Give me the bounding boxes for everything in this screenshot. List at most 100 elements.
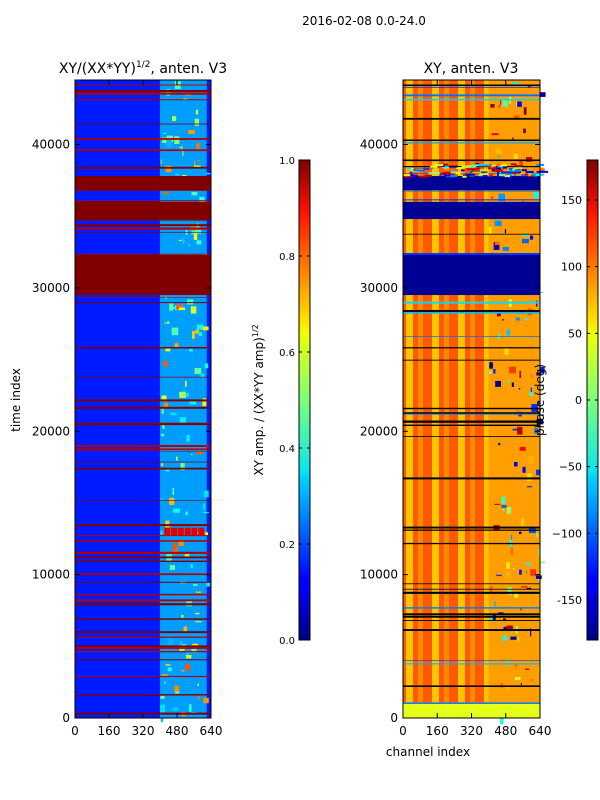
heatmap-row [75, 399, 211, 402]
heatmap-row [75, 448, 211, 451]
heatmap-cell [536, 170, 549, 173]
heatmap-row [403, 142, 540, 144]
heatmap-cell [494, 220, 502, 227]
heatmap-row [75, 467, 211, 470]
heatmap-cell [525, 668, 530, 670]
heatmap-row [75, 166, 211, 169]
x-tick-label: 0 [71, 724, 79, 738]
hot-spot [177, 527, 184, 536]
heatmap-cell [197, 683, 199, 686]
colorbar-tick-label: 1.0 [279, 156, 295, 167]
heatmap-row [75, 149, 211, 152]
phase-axes: 0 160 320 480 640 0 10000 20000 30000 40000 [360, 79, 551, 738]
heatmap-cell [185, 380, 187, 387]
amplitude-colorbar-label: XY amp. / (XX*YY amp)1/2 [251, 324, 266, 475]
heatmap-row [75, 573, 211, 576]
heatmap-row [75, 227, 211, 230]
heatmap-cell [503, 618, 506, 621]
heatmap-cell [165, 469, 170, 472]
heatmap-cell [510, 636, 517, 640]
colorbar-tick-label: 0.6 [279, 348, 295, 359]
heatmap-row [75, 297, 211, 298]
heatmap-cell [170, 412, 177, 416]
heatmap-row [403, 420, 540, 423]
heatmap-cell [182, 238, 185, 244]
x-tick-label: 480 [494, 724, 517, 738]
x-tick-label: 320 [132, 724, 155, 738]
heatmap-cell [530, 235, 534, 240]
heatmap-cell [490, 615, 495, 622]
heatmap-cell [506, 507, 512, 514]
heatmap-cell [527, 174, 532, 177]
colorbar-tick-label: 0.0 [279, 636, 295, 647]
heatmap-cell [439, 165, 445, 168]
heatmap-row [403, 336, 540, 337]
heatmap-row [403, 87, 540, 88]
heatmap-cell [505, 685, 510, 691]
heatmap-cell [178, 239, 182, 242]
heatmap-cell [189, 243, 191, 247]
heatmap-row [75, 694, 211, 696]
heatmap-row [403, 583, 540, 585]
heatmap-cell [428, 172, 440, 175]
heatmap-row [403, 99, 540, 101]
amplitude-colorbar-ticks: 0.0 0.2 0.4 0.6 0.8 1.0 [279, 156, 310, 647]
heatmap-row [403, 310, 540, 312]
heatmap-cell [488, 174, 494, 177]
heatmap-cell [476, 170, 488, 173]
heatmap-cell [512, 172, 516, 175]
x-tick-label: 320 [460, 724, 483, 738]
amplitude-ylabel: time index [9, 368, 23, 432]
heatmap-cell [181, 145, 183, 150]
heatmap-cell [474, 167, 480, 170]
heatmap-cell [167, 637, 174, 646]
heatmap-row [403, 347, 540, 349]
heatmap-cell [161, 433, 165, 437]
heatmap-row [403, 424, 540, 426]
heatmap-cell [496, 574, 502, 577]
heatmap-row [403, 685, 540, 687]
heatmap-cell [499, 717, 504, 725]
heatmap-cell [197, 159, 200, 161]
heatmap-cell [456, 167, 464, 170]
heatmap-cell [200, 373, 205, 378]
heatmap-cell [494, 503, 501, 505]
heatmap-cell [533, 167, 545, 170]
heatmap-cell [498, 104, 500, 109]
heatmap-cell [178, 146, 183, 149]
heatmap-cell [506, 562, 510, 569]
heatmap-row [403, 117, 540, 120]
heatmap-cell [180, 640, 182, 649]
heatmap-cell [441, 172, 451, 175]
heatmap-row [75, 423, 211, 426]
heatmap-cell [194, 368, 202, 374]
phase-colorbar-ticks: -150 −100 −50 0 50 100 150 [552, 194, 598, 607]
heatmap-block [403, 201, 540, 220]
heatmap-row [75, 603, 211, 606]
y-tick-label: 40000 [360, 138, 398, 152]
heatmap-cell [495, 167, 501, 170]
heatmap-row [75, 560, 211, 562]
heatmap-row [75, 99, 211, 101]
heatmap-cell [178, 540, 184, 546]
heatmap-cell [515, 163, 519, 166]
heatmap-cell [498, 443, 501, 446]
phase-panel: XY, anten. V3 channel index 0 160 320 480 64… [360, 61, 552, 759]
heatmap-cell [439, 173, 442, 176]
heatmap-cell [203, 490, 209, 498]
heatmap-cell [491, 169, 503, 172]
heatmap-cell [186, 650, 189, 655]
heatmap-cell [538, 413, 541, 416]
heatmap-cell [174, 136, 180, 144]
heatmap-cell [512, 428, 518, 431]
colorbar-tick-label: 0.2 [279, 540, 295, 551]
heatmap-cell [539, 92, 546, 97]
heatmap-cell [499, 164, 507, 167]
heatmap-cell [510, 163, 517, 166]
heatmap-row [403, 526, 540, 529]
heatmap-cell [504, 175, 510, 178]
heatmap-cell [176, 304, 183, 310]
heatmap-row [403, 159, 540, 162]
heatmap-cell [493, 369, 496, 374]
heatmap-row [403, 233, 540, 235]
